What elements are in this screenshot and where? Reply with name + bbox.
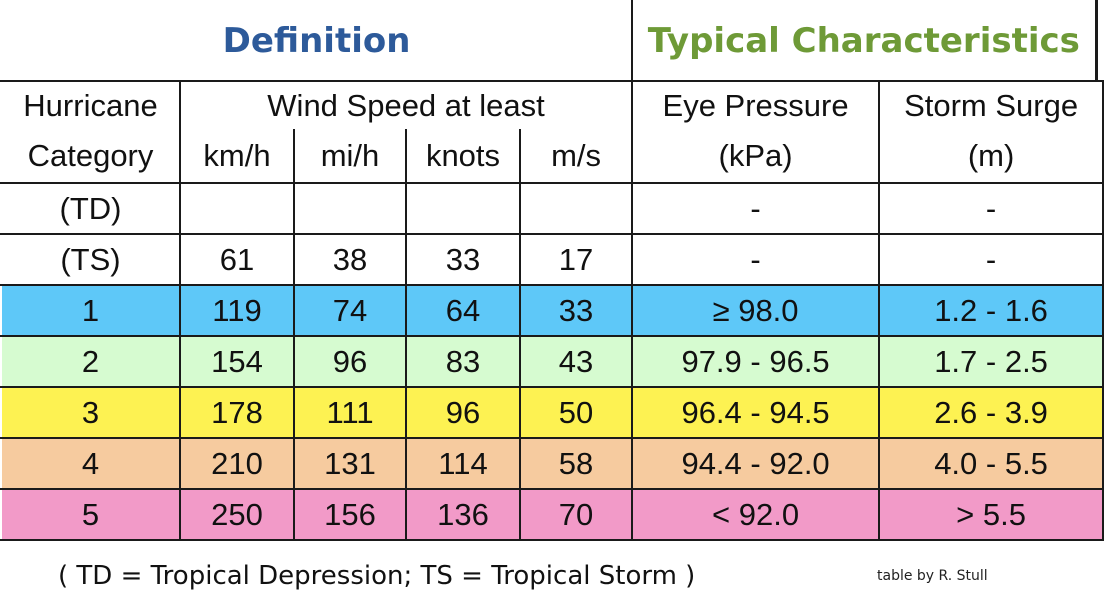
hurricane-category-table: Definition Typical Characteristics Hurri…: [0, 0, 1105, 541]
storm-surge-header: Storm Surge: [878, 80, 1105, 129]
surge-cell: -: [878, 233, 1105, 286]
surge-cell: 4.0 - 5.5: [878, 437, 1105, 490]
knots-cell: 83: [405, 335, 521, 388]
category-cell: 5: [0, 488, 181, 541]
pressure-cell: < 92.0: [631, 488, 881, 541]
knots-cell: 64: [405, 284, 521, 337]
category-cell: 1: [0, 284, 181, 337]
table-row: (TS) 61 38 33 17 - -: [0, 233, 1105, 286]
group-header-row: Definition Typical Characteristics: [0, 0, 1105, 82]
pressure-cell: 94.4 - 92.0: [631, 437, 881, 490]
knots-cell: 33: [405, 233, 521, 286]
category-cell: 2: [0, 335, 181, 388]
ms-cell: 58: [518, 437, 634, 490]
kpa-header: (kPa): [631, 129, 881, 184]
knots-cell: 114: [405, 437, 521, 490]
pressure-cell: -: [631, 233, 881, 286]
category-cell: (TS): [0, 233, 181, 286]
mih-cell: 96: [293, 335, 407, 388]
m-header: (m): [878, 129, 1105, 184]
surge-cell: -: [878, 182, 1105, 235]
mih-header: mi/h: [293, 129, 407, 184]
pressure-cell: ≥ 98.0: [631, 284, 881, 337]
kmh-cell: 178: [179, 386, 295, 439]
kmh-cell: [179, 182, 295, 235]
pressure-cell: -: [631, 182, 881, 235]
hurricane-header: Hurricane: [0, 80, 181, 129]
pressure-cell: 97.9 - 96.5: [631, 335, 881, 388]
mih-cell: 156: [293, 488, 407, 541]
kmh-cell: 250: [179, 488, 295, 541]
table-row: 1 119 74 64 33 ≥ 98.0 1.2 - 1.6: [0, 284, 1105, 337]
surge-cell: 2.6 - 3.9: [878, 386, 1105, 439]
category-cell: (TD): [0, 182, 181, 235]
ms-cell: 50: [518, 386, 634, 439]
pressure-cell: 96.4 - 94.5: [631, 386, 881, 439]
knots-cell: [405, 182, 521, 235]
surge-cell: 1.2 - 1.6: [878, 284, 1105, 337]
table-row: (TD) - -: [0, 182, 1105, 235]
header-gap: [1095, 0, 1105, 82]
knots-header: knots: [405, 129, 521, 184]
kmh-cell: 154: [179, 335, 295, 388]
ms-cell: 43: [518, 335, 634, 388]
mih-cell: 74: [293, 284, 407, 337]
table-row: 4 210 131 114 58 94.4 - 92.0 4.0 - 5.5: [0, 437, 1105, 490]
kmh-cell: 61: [179, 233, 295, 286]
table-row: 2 154 96 83 43 97.9 - 96.5 1.7 - 2.5: [0, 335, 1105, 388]
kmh-cell: 210: [179, 437, 295, 490]
surge-cell: > 5.5: [878, 488, 1105, 541]
ms-cell: [518, 182, 634, 235]
definition-header: Definition: [0, 0, 634, 82]
ms-header: m/s: [518, 129, 634, 184]
ms-cell: 17: [518, 233, 634, 286]
table-row: 3 178 111 96 50 96.4 - 94.5 2.6 - 3.9: [0, 386, 1105, 439]
mih-cell: 38: [293, 233, 407, 286]
knots-cell: 136: [405, 488, 521, 541]
ms-cell: 33: [518, 284, 634, 337]
category-cell: 3: [0, 386, 181, 439]
knots-cell: 96: [405, 386, 521, 439]
legend-note: ( TD = Tropical Depression; TS = Tropica…: [58, 561, 696, 591]
kmh-cell: 119: [179, 284, 295, 337]
mih-cell: 131: [293, 437, 407, 490]
credit-text: table by R. Stull: [877, 568, 988, 584]
mih-cell: 111: [293, 386, 407, 439]
table-row: 5 250 156 136 70 < 92.0 > 5.5: [0, 488, 1105, 541]
kmh-header: km/h: [179, 129, 295, 184]
typical-characteristics-header: Typical Characteristics: [631, 0, 1098, 82]
wind-speed-header: Wind Speed at least: [178, 80, 634, 129]
eye-pressure-header: Eye Pressure: [631, 80, 881, 129]
column-header-row-2: Category km/h mi/h knots m/s (kPa) (m): [0, 129, 1105, 184]
surge-cell: 1.7 - 2.5: [878, 335, 1105, 388]
category-cell: 4: [0, 437, 181, 490]
ms-cell: 70: [518, 488, 634, 541]
mih-cell: [293, 182, 407, 235]
category-header: Category: [0, 129, 181, 184]
column-header-row-1: Hurricane Wind Speed at least Eye Pressu…: [0, 80, 1105, 129]
